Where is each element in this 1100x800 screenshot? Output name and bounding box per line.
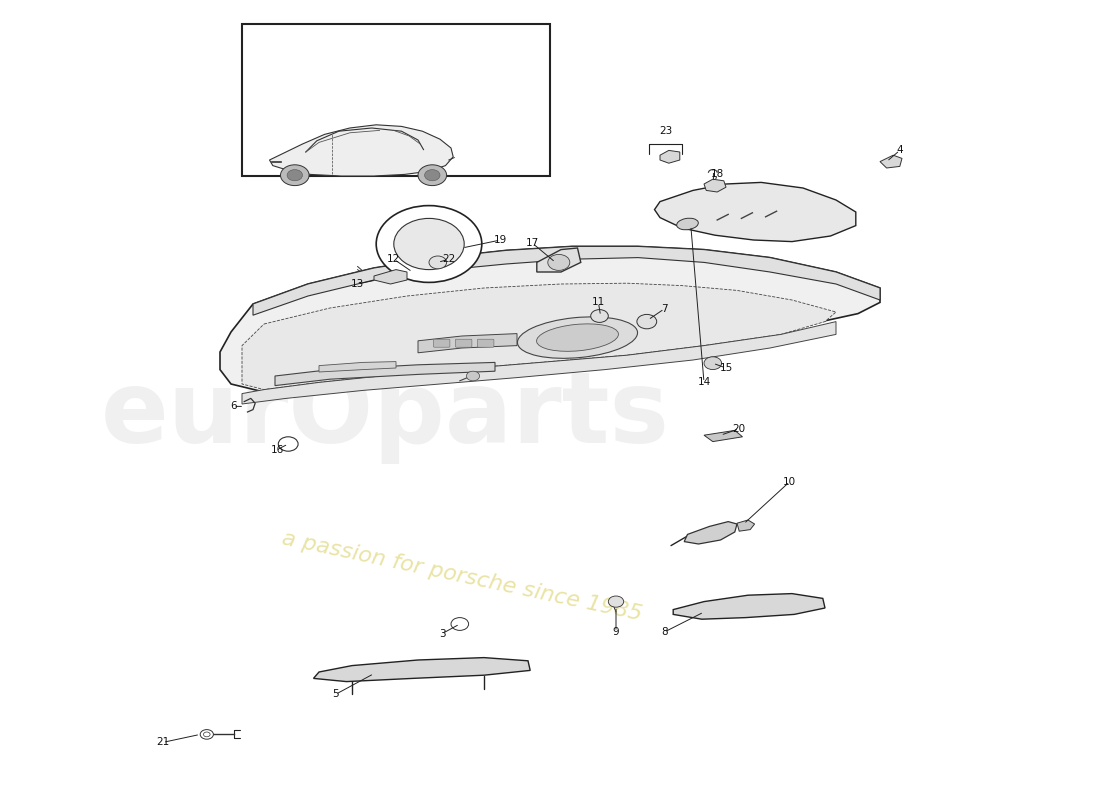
Polygon shape (880, 155, 902, 168)
Circle shape (425, 170, 440, 181)
Polygon shape (270, 125, 453, 176)
Ellipse shape (537, 324, 618, 351)
Text: 13: 13 (351, 279, 364, 289)
Text: 7: 7 (661, 304, 668, 314)
Circle shape (278, 437, 298, 451)
Circle shape (451, 618, 469, 630)
FancyBboxPatch shape (477, 339, 494, 347)
Polygon shape (537, 248, 581, 272)
Circle shape (466, 371, 480, 381)
Polygon shape (654, 182, 856, 242)
Text: 3: 3 (439, 629, 446, 638)
Circle shape (418, 165, 447, 186)
Text: 14: 14 (697, 378, 711, 387)
Text: 19: 19 (494, 235, 507, 245)
Text: 17: 17 (526, 238, 539, 248)
Polygon shape (253, 246, 880, 315)
Circle shape (591, 310, 608, 322)
Polygon shape (220, 246, 880, 392)
Polygon shape (242, 283, 836, 390)
Text: 15: 15 (719, 363, 733, 373)
FancyBboxPatch shape (455, 339, 472, 347)
Polygon shape (319, 362, 396, 372)
Polygon shape (374, 270, 407, 284)
Text: BOSE: BOSE (714, 434, 732, 438)
Polygon shape (660, 150, 680, 163)
FancyBboxPatch shape (433, 339, 450, 347)
Text: 18: 18 (711, 170, 724, 179)
Circle shape (429, 256, 447, 269)
Text: 16: 16 (271, 445, 284, 454)
Circle shape (637, 314, 657, 329)
Text: 1: 1 (301, 354, 308, 363)
Circle shape (548, 254, 570, 270)
Text: 9: 9 (613, 627, 619, 637)
Text: 2: 2 (301, 371, 308, 381)
Circle shape (394, 218, 464, 270)
Circle shape (280, 165, 309, 186)
Polygon shape (704, 430, 742, 442)
Circle shape (704, 357, 722, 370)
Polygon shape (737, 520, 755, 531)
Text: 23: 23 (659, 126, 672, 136)
Circle shape (204, 732, 210, 737)
Text: 21: 21 (156, 738, 169, 747)
Polygon shape (242, 322, 836, 404)
Polygon shape (418, 334, 517, 353)
Polygon shape (673, 594, 825, 619)
Text: 22: 22 (442, 254, 455, 264)
Circle shape (376, 206, 482, 282)
Text: 8: 8 (661, 627, 668, 637)
Polygon shape (314, 658, 530, 682)
Polygon shape (704, 179, 726, 192)
Text: 6: 6 (230, 402, 236, 411)
Text: 20: 20 (733, 424, 746, 434)
Text: 12: 12 (387, 254, 400, 264)
Circle shape (608, 596, 624, 607)
Ellipse shape (676, 218, 698, 230)
Polygon shape (275, 362, 495, 386)
Circle shape (200, 730, 213, 739)
Text: 2: 2 (662, 154, 669, 165)
Text: 11: 11 (592, 298, 605, 307)
Text: eurOparts: eurOparts (100, 367, 670, 465)
Text: a passion for porsche since 1985: a passion for porsche since 1985 (280, 528, 644, 624)
Circle shape (287, 170, 303, 181)
Ellipse shape (517, 317, 638, 358)
Text: 5: 5 (332, 690, 339, 699)
Text: 4: 4 (896, 146, 903, 155)
Polygon shape (684, 522, 737, 544)
Bar (242, 24, 550, 176)
Text: 10: 10 (783, 477, 796, 486)
